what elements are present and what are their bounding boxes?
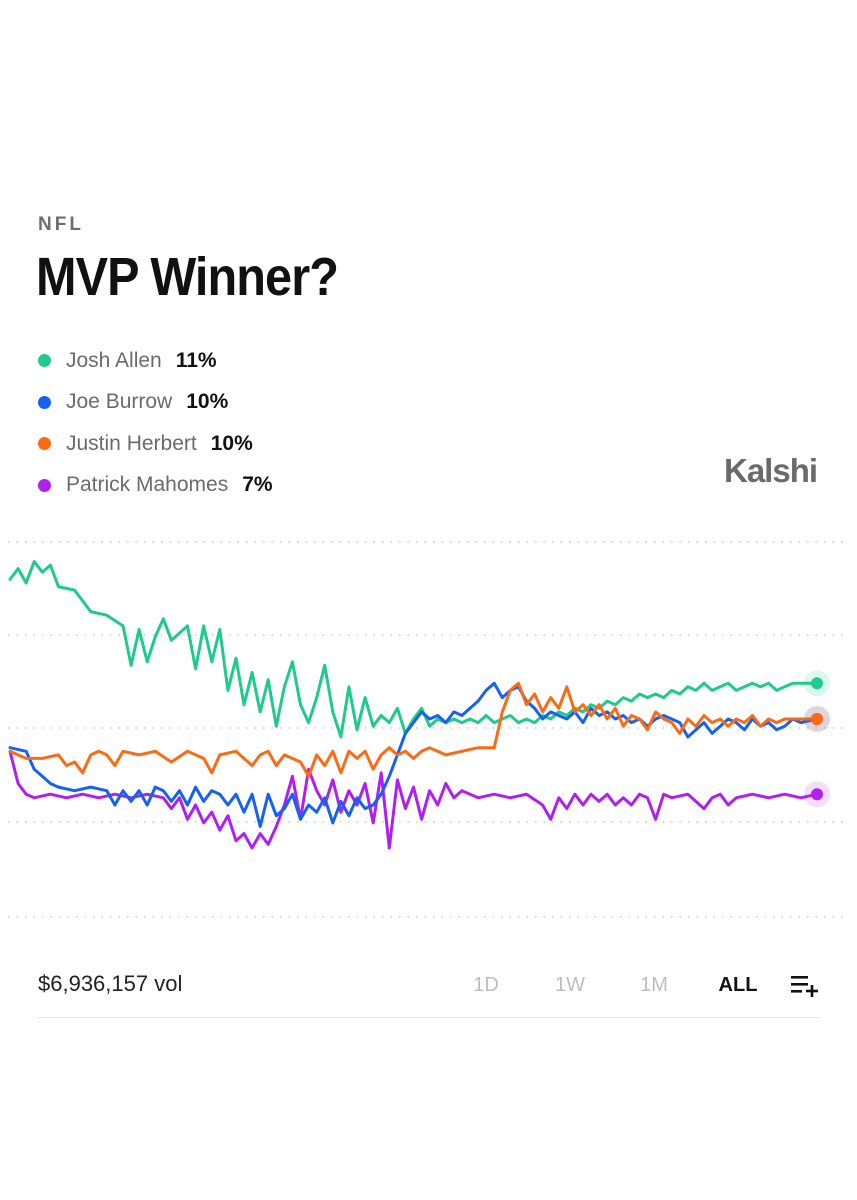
series-line-josh-allen — [8, 560, 819, 739]
range-1m-button[interactable]: 1M — [612, 973, 696, 998]
legend-name: Josh Allen — [66, 348, 162, 372]
series-end-marker[interactable] — [811, 788, 823, 801]
series-color-dot — [38, 395, 51, 409]
series-color-dot — [38, 354, 51, 368]
price-history-chart — [8, 541, 849, 918]
legend-item-patrick-mahomes[interactable]: Patrick Mahomes 7% — [38, 465, 273, 507]
legend-percent: 11% — [175, 348, 217, 372]
range-1w-button[interactable]: 1W — [528, 973, 612, 998]
time-range-selector: 1D 1W 1M ALL — [444, 965, 820, 1005]
legend-name: Justin Herbert — [66, 431, 197, 455]
legend-name: Patrick Mahomes — [66, 473, 229, 497]
series-line-justin-herbert — [8, 681, 819, 778]
series-color-dot — [38, 478, 51, 492]
category-label: NFL — [38, 214, 84, 235]
kalshi-logo: Kalshi — [724, 452, 818, 489]
chart-footer: $6,936,157 vol 1D 1W 1M ALL — [38, 965, 820, 1005]
legend-percent: 10% — [186, 390, 229, 414]
playlist-add-icon[interactable] — [780, 965, 820, 1005]
volume-label: $6,936,157 vol — [38, 971, 183, 996]
series-line-joe-burrow — [8, 681, 819, 828]
legend-percent: 10% — [210, 431, 253, 455]
legend-item-joe-burrow[interactable]: Joe Burrow 10% — [38, 382, 273, 424]
series-end-marker[interactable] — [811, 677, 823, 690]
range-1d-button[interactable]: 1D — [444, 973, 528, 998]
footer-divider — [38, 1017, 820, 1018]
legend-name: Joe Burrow — [66, 390, 173, 414]
range-all-button[interactable]: ALL — [696, 973, 780, 998]
legend-item-josh-allen[interactable]: Josh Allen 11% — [38, 340, 273, 382]
series-end-marker[interactable] — [811, 713, 823, 726]
legend-item-justin-herbert[interactable]: Justin Herbert 10% — [38, 423, 273, 465]
page-title: MVP Winner? — [36, 247, 339, 307]
series-line-patrick-mahomes — [8, 749, 819, 850]
legend-percent: 7% — [242, 473, 273, 497]
series-color-dot — [38, 437, 51, 451]
legend: Josh Allen 11% Joe Burrow 10% Justin Her… — [38, 340, 273, 506]
